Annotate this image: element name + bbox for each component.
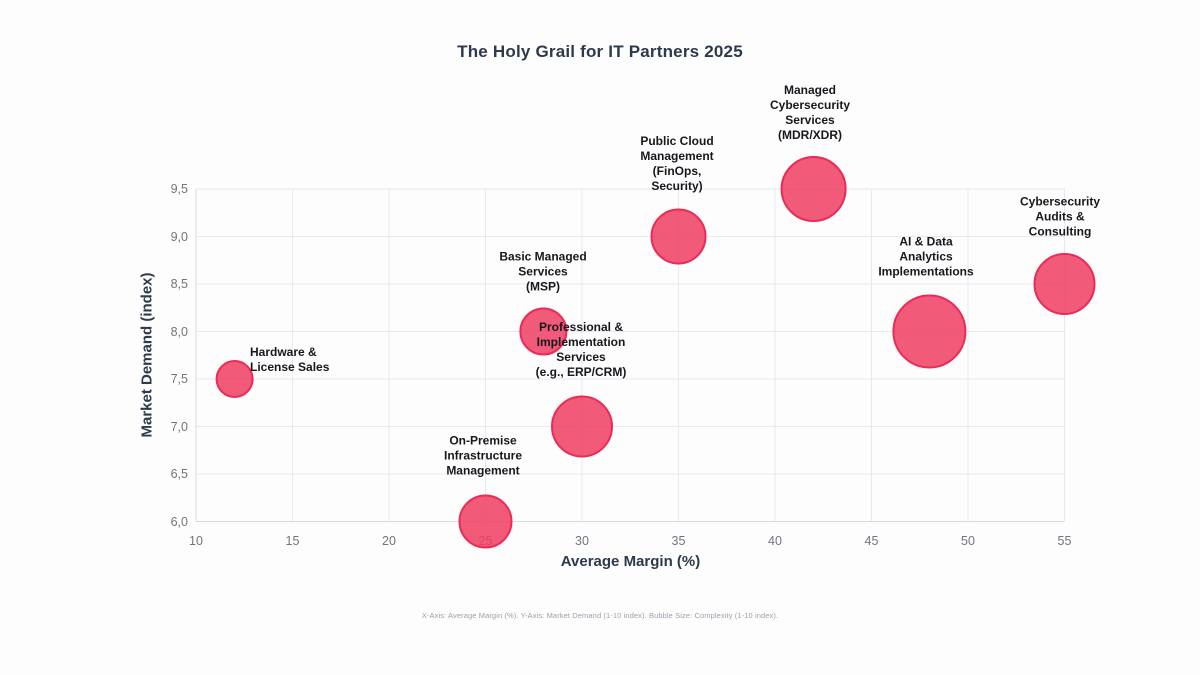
chart-title: The Holy Grail for IT Partners 2025 [457,42,743,61]
x-tick-label: 35 [671,534,686,548]
x-tick-label: 55 [1057,534,1072,548]
bubble-label-line: Cybersecurity [769,98,851,112]
bubble-label-line: Hardware & [250,345,317,359]
x-tick-label: 20 [382,534,396,548]
bubble-label-line: Professional & [538,320,624,334]
x-tick-label: 40 [768,534,782,548]
bubble [1033,253,1096,315]
bubble-label-line: Cybersecurity [1019,194,1101,209]
y-tick-label: 8,5 [170,277,188,291]
bubble [458,494,513,549]
bubble-label-line: Security) [651,179,703,193]
bubble-label-line: Consulting [1028,224,1092,239]
bubble-label: Professional & Implementation Services (e.g… [536,320,627,380]
bubble-label-line: Infrastructure [443,448,523,463]
bubble-label-line: Audits & [1035,209,1085,224]
bubble-label-line: Implementation [536,335,626,349]
y-tick-label: 6,0 [170,514,188,529]
bubble-label-line: License Sales [250,360,330,374]
x-tick-label: 10 [189,534,203,548]
bubble-label-line: AI & Data [899,234,953,249]
x-axis-title: Average Margin (%) [560,553,701,570]
bubble-label-line: Services [556,350,606,364]
bubble-label: On-Premise Infrastructure Management [444,434,522,479]
bubble-label-line: Managed [783,83,837,97]
bubble-label: Cybersecurity Audits & Consulting [1020,195,1100,240]
bubble-label: Hardware & License Sales [250,345,329,375]
bubble-label: AI & Data Analytics Implementations [878,235,973,280]
bubble-label-line: (e.g., ERP/CRM) [535,365,627,379]
bubble-label: Basic Managed Services (MSP) [499,250,586,295]
bubble-label-line: Management [640,149,714,163]
bubble [215,360,254,398]
bubble [650,208,707,265]
y-tick-label: 9,5 [170,182,188,196]
x-tick-label: 50 [961,534,975,548]
bubble-label-line: Implementations [878,264,974,279]
bubble-label-line: Public Cloud [640,134,714,148]
bubble-label-line: (MDR/XDR) [777,128,842,142]
bubble [519,307,568,356]
y-tick-label: 7,0 [170,419,188,434]
bubble-label: Public Cloud Management (FinOps, Security) [640,134,713,194]
bubble-label-line: Basic Managed [499,249,587,264]
bubble [892,294,967,369]
bubble-label-line: On-Premise [449,433,517,448]
bubble-label: Managed Cybersecurity Services (MDR/XDR) [770,83,850,143]
bubble-label-line: Services [518,264,568,279]
bubble-label-line: Services [785,113,835,127]
chart-footnote: X-Axis: Average Margin (%). Y-Axis: Mark… [421,611,779,620]
x-tick-label: 15 [285,534,300,548]
y-tick-label: 9,0 [170,229,188,244]
bubble [551,395,613,458]
bubble [780,156,847,222]
bubble-label-line: (FinOps, [652,164,702,178]
y-tick-label: 7,5 [170,372,188,386]
bubble-label-line: (MSP) [526,279,560,294]
bubble-label-line: Management [446,463,520,478]
y-tick-label: 6,5 [170,467,188,481]
x-tick-label: 30 [575,534,589,548]
y-tick-label: 8,0 [170,324,188,339]
bubble-label-line: Analytics [899,249,953,264]
x-tick-label: 45 [864,534,879,548]
